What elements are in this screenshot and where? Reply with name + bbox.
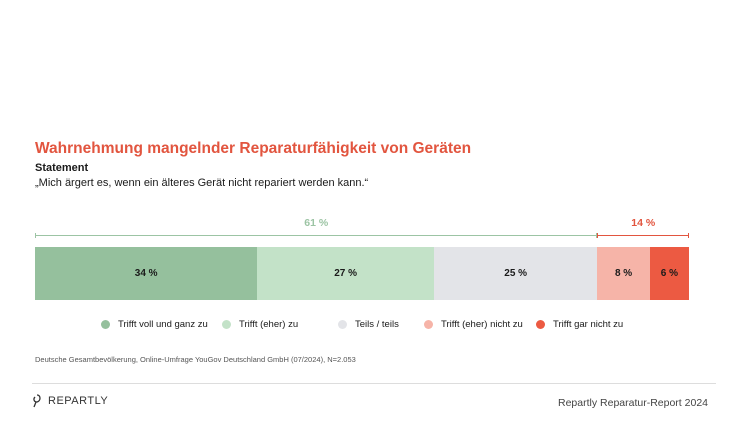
report-title: Repartly Reparatur-Report 2024 [558, 397, 708, 409]
data-label: 34 % [134, 268, 158, 279]
legend-dot-icon [536, 320, 545, 329]
legend-dot-icon [101, 320, 110, 329]
chart-title: Wahrnehmung mangelnder Reparaturfähigkei… [35, 140, 472, 157]
bar-segment: 25 % [433, 247, 598, 300]
data-label: 27 % [334, 268, 358, 279]
bar-segment: 8 % [597, 247, 650, 300]
legend-dot-icon [338, 320, 347, 329]
group-label: 61 % [304, 217, 329, 229]
bar-segment: 27 % [257, 247, 434, 300]
legend-item: Trifft (eher) zu [222, 319, 298, 330]
data-label: 25 % [504, 268, 528, 279]
source-note: Deutsche Gesamtbevölkerung, Online-Umfra… [35, 355, 356, 364]
brand-name: REPARTLY [48, 395, 109, 407]
statement-label: Statement [35, 162, 89, 174]
group-bracket [35, 233, 598, 238]
legend-dot-icon [424, 320, 433, 329]
legend-dot-icon [222, 320, 231, 329]
group-label: 14 % [631, 217, 656, 229]
footer-divider [32, 383, 716, 384]
bar-segment: 6 % [649, 247, 689, 300]
stacked-bar: 34 % 27 % 25 % 8 % 6 % [35, 247, 689, 300]
legend-label: Trifft (eher) nicht zu [441, 319, 523, 330]
legend-item: Trifft gar nicht zu [536, 319, 623, 330]
legend-item: Trifft (eher) nicht zu [424, 319, 523, 330]
legend-item: Teils / teils [338, 319, 399, 330]
data-label: 6 % [660, 268, 678, 279]
legend-item: Trifft voll und ganz zu [101, 319, 208, 330]
legend-label: Trifft (eher) zu [239, 319, 299, 330]
data-label: 8 % [614, 268, 633, 279]
legend-label: Teils / teils [355, 319, 399, 330]
legend-label: Trifft voll und ganz zu [118, 319, 208, 330]
repartly-logo-icon [33, 394, 41, 408]
legend-label: Trifft gar nicht zu [553, 319, 624, 330]
statement-text: „Mich ärgert es, wenn ein älteres Gerät … [35, 177, 369, 189]
bar-segment: 34 % [35, 247, 258, 300]
brand-logo: REPARTLY [32, 394, 108, 408]
group-bracket [597, 233, 689, 238]
